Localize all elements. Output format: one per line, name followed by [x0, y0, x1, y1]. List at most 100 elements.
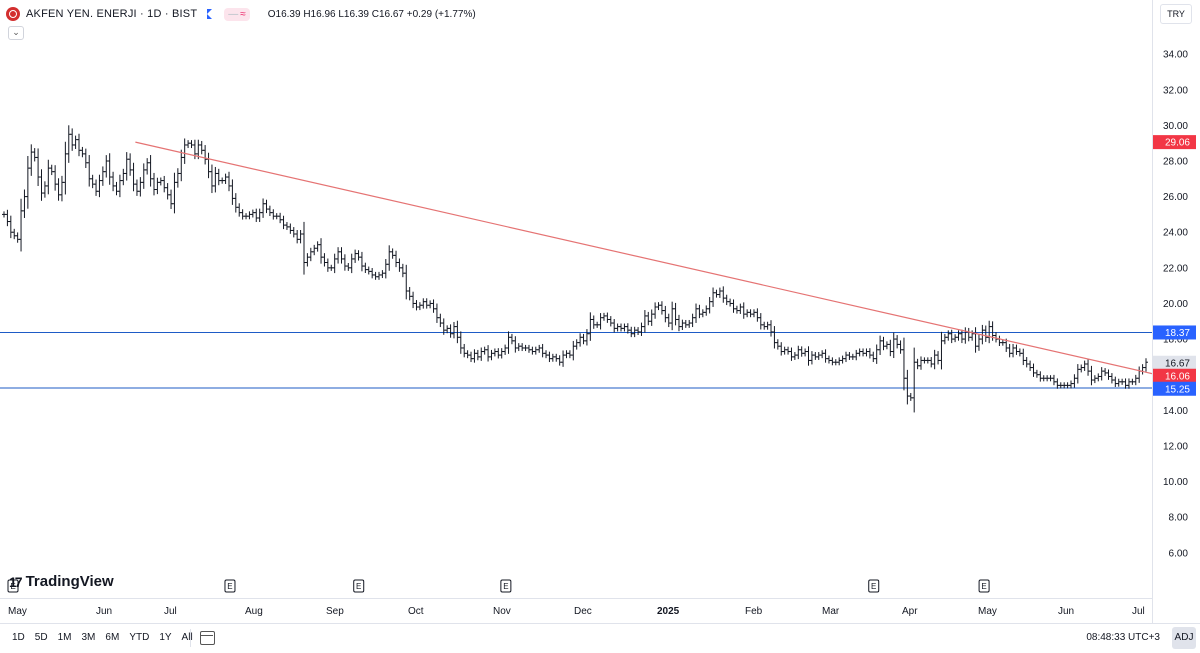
ohlc-bar: [169, 189, 174, 209]
earnings-event-marker: E: [353, 579, 365, 593]
event-marker-label: E: [871, 582, 876, 591]
price-tick-label: 20.00: [1163, 299, 1188, 310]
range-all[interactable]: All: [181, 632, 193, 643]
range-3m[interactable]: 3M: [81, 632, 96, 643]
ohlc-bar: [816, 352, 821, 360]
range-1m[interactable]: 1M: [57, 632, 72, 643]
range-selector: 1D 5D 1M 3M 6M YTD 1Y All: [12, 632, 203, 643]
ohlc-bar: [240, 209, 245, 220]
ohlc-bar: [342, 254, 347, 271]
brand-name: TradingView: [25, 573, 114, 590]
ohlc-bar: [475, 349, 480, 361]
earnings-event-marker: E: [7, 579, 19, 593]
ohlc-bar: [111, 171, 116, 192]
ohlc-bar: [56, 178, 61, 201]
ohlc-bar: [966, 327, 971, 342]
ohlc-bar: [666, 313, 671, 328]
ohlc-bar: [250, 209, 255, 218]
price-tick-label: 14.00: [1163, 406, 1188, 417]
ohlc-bar: [407, 286, 412, 301]
price-axis-label-bg: [1153, 325, 1196, 340]
ohlc-bar: [857, 348, 862, 357]
ohlc-bar: [786, 346, 791, 355]
time-tick-label: Sep: [326, 606, 344, 617]
ohlc-bar: [312, 244, 317, 256]
ohlc-bar: [1014, 344, 1019, 355]
ohlc-bar: [1045, 375, 1050, 382]
ohlc-bar: [25, 156, 30, 209]
ohlc-bar: [189, 140, 194, 149]
currency-button[interactable]: TRY: [1160, 4, 1192, 24]
flag-icon[interactable]: [207, 9, 213, 19]
ohlc-bar: [1062, 382, 1067, 389]
ohlc-bar: [284, 222, 289, 230]
range-5d[interactable]: 5D: [34, 632, 48, 643]
ohlc-bar: [963, 327, 968, 344]
ohlc-bar: [165, 183, 170, 200]
ohlc-bar: [19, 198, 24, 252]
time-tick-label: May: [8, 606, 27, 617]
range-1d[interactable]: 1D: [12, 632, 25, 643]
ohlc-bar: [809, 351, 814, 365]
range-1y[interactable]: 1Y: [159, 632, 172, 643]
ohlc-bar: [138, 177, 143, 197]
ohlc-bar: [564, 350, 569, 359]
ohlc-bar: [946, 330, 951, 341]
ohlc-bar: [373, 271, 378, 280]
ohlc-bar: [301, 221, 306, 275]
ohlc-bar: [1055, 378, 1060, 389]
event-marker-box: [353, 579, 365, 593]
ohlc-bar: [949, 329, 954, 344]
collapse-chevron-icon[interactable]: ⌄: [8, 26, 24, 40]
range-6m[interactable]: 6M: [105, 632, 120, 643]
ohlc-bar: [833, 359, 838, 366]
ohlc-bar: [775, 339, 780, 350]
ohlc-bar: [642, 310, 647, 333]
ohlc-bar: [864, 348, 869, 357]
ohlc-bar: [997, 335, 1002, 347]
ohlc-bar: [612, 319, 617, 333]
calendar-icon[interactable]: [200, 631, 215, 645]
ohlc-bar: [315, 241, 320, 252]
ohlc-bar: [261, 198, 266, 218]
ohlc-bar: [898, 340, 903, 354]
ohlc-bar: [953, 334, 958, 343]
price-chart[interactable]: 34.00 32.00 30.00 28.00 26.00 24.00 22.00 20.00…: [0, 0, 1200, 623]
clock-readout[interactable]: 08:48:33 UTC+3: [1086, 632, 1160, 643]
ohlc-bar: [482, 346, 487, 355]
ohlc-bar: [520, 343, 525, 352]
indicator-toggle[interactable]: — ≈: [224, 7, 250, 21]
ohlc-bar: [42, 181, 47, 198]
time-tick-label: Jun: [96, 606, 112, 617]
ohlc-bar: [83, 148, 88, 169]
symbol-title[interactable]: AKFEN YEN. ENERJI · 1D · BIST: [26, 8, 198, 20]
ohlc-bar: [322, 253, 327, 267]
ohlc-bar: [932, 349, 937, 370]
range-ytd[interactable]: YTD: [129, 632, 150, 643]
adj-button[interactable]: ADJ: [1172, 627, 1196, 649]
ohlc-bar: [1123, 378, 1128, 389]
ohlc-bar: [383, 259, 388, 279]
ohlc-bar: [332, 253, 337, 274]
ohlc-bar: [431, 299, 436, 313]
ohlc-bar: [376, 271, 381, 280]
ohlc-bar: [1051, 374, 1056, 386]
time-tick-label: Jul: [1132, 606, 1145, 617]
ohlc-bar: [404, 264, 409, 300]
ohlc-bar: [762, 321, 767, 330]
ohlc-bar: [400, 263, 405, 278]
ohlc-bar: [380, 270, 385, 279]
ohlc-bar: [912, 347, 917, 413]
ohlc-bar: [329, 264, 334, 271]
ohlc-bar: [574, 339, 579, 350]
ohlc-bar: [1048, 375, 1053, 382]
time-tick-label: Oct: [408, 606, 424, 617]
ohlc-bar: [670, 301, 675, 331]
ohlc-bar: [1130, 378, 1135, 385]
ohlc-bar: [1034, 369, 1039, 378]
ohlc-bar: [496, 348, 501, 359]
ohlc-bar: [325, 258, 330, 272]
ohlc-bar: [1092, 375, 1097, 384]
ohlc-bar: [803, 348, 808, 357]
ohlc-bar: [148, 155, 153, 187]
